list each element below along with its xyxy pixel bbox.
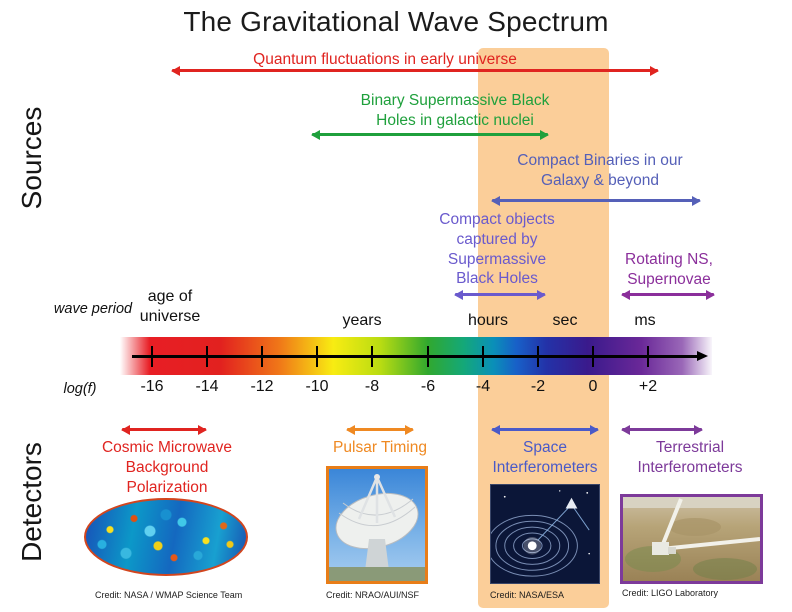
axis-tick: [206, 346, 209, 367]
source-arrow-rotating-ns: [621, 289, 715, 300]
source-label-compact-objects: Compact objects captured by Supermassive…: [439, 211, 555, 288]
detector-label-terrestrial-interferometers: Terrestrial Interferometers: [637, 439, 743, 476]
lisa-spacecraft-icon: [491, 485, 599, 583]
cmb-map-image: [84, 498, 248, 576]
source-label-binary-smbh: Binary Supermassive Black Holes in galac…: [360, 92, 550, 129]
detector-arrow-cmb: [121, 424, 207, 435]
frequency-axis: [132, 346, 708, 367]
detector-arrow-space-interferometers: [491, 424, 599, 435]
source-label-rotating-ns: Rotating NS, Supernovae: [625, 251, 713, 288]
axis-tick-label: -6: [420, 378, 436, 395]
source-label-quantum-fluctuations: Quantum fluctuations in early universe: [253, 51, 517, 68]
axis-tick: [592, 346, 595, 367]
axis-tick: [537, 346, 540, 367]
wave-period-label: wave period: [53, 301, 133, 317]
axis-tick-label: -2: [530, 378, 546, 395]
detector-label-cmb: Cosmic Microwave Background Polarization: [101, 439, 233, 496]
period-label-ms: ms: [634, 312, 656, 329]
axis-tick: [371, 346, 374, 367]
detector-arrow-pulsar-timing: [346, 424, 414, 435]
pulsar-telescope-image: [326, 466, 428, 584]
axis-tick: [647, 346, 650, 367]
space-credit: Credit: NASA/ESA: [490, 590, 565, 600]
axis-tick-label: -16: [140, 378, 164, 395]
axis-tick-label: -10: [305, 378, 329, 395]
source-arrow-binary-smbh: [311, 129, 549, 140]
terrestrial-interferometer-image: [620, 494, 763, 584]
detector-label-space-interferometers: Space Interferometers: [492, 439, 598, 476]
page-title: The Gravitational Wave Spectrum: [183, 6, 609, 37]
axis-tick-label: 0: [588, 378, 598, 395]
pulsar-credit: Credit: NRAO/AUI/NSF: [326, 590, 420, 600]
axis-tick-label: +2: [638, 378, 658, 395]
detectors-axis-label: Detectors: [16, 442, 47, 562]
source-arrow-compact-objects: [454, 289, 546, 300]
radio-telescope-icon: [329, 469, 425, 581]
logf-label: log(f): [63, 381, 97, 397]
sources-axis-label: Sources: [16, 106, 47, 210]
period-label-years: years: [342, 312, 382, 329]
period-label-hours: hours: [467, 312, 509, 329]
axis-tick: [316, 346, 319, 367]
cmb-credit: Credit: NASA / WMAP Science Team: [95, 590, 243, 600]
axis-tick-label: -8: [364, 378, 380, 395]
axis-tick-label: -4: [475, 378, 491, 395]
axis-tick-label: -14: [195, 378, 219, 395]
source-arrow-quantum-fluctuations: [171, 65, 659, 76]
source-arrow-compact-binaries: [491, 195, 701, 206]
period-label-sec: sec: [552, 312, 578, 329]
space-interferometer-image: [490, 484, 600, 584]
axis-tick: [151, 346, 154, 367]
detector-arrow-terrestrial-interferometers: [621, 424, 703, 435]
axis-tick: [261, 346, 264, 367]
axis-tick-label: -12: [250, 378, 274, 395]
axis-tick: [482, 346, 485, 367]
terrestrial-credit: Credit: LIGO Laboratory: [622, 588, 719, 598]
axis-tick: [427, 346, 430, 367]
detector-label-pulsar-timing: Pulsar Timing: [333, 439, 427, 456]
period-label-age-of-universe: age of universe: [139, 288, 201, 326]
source-label-compact-binaries: Compact Binaries in our Galaxy & beyond: [517, 152, 683, 189]
ligo-aerial-icon: [623, 497, 760, 581]
